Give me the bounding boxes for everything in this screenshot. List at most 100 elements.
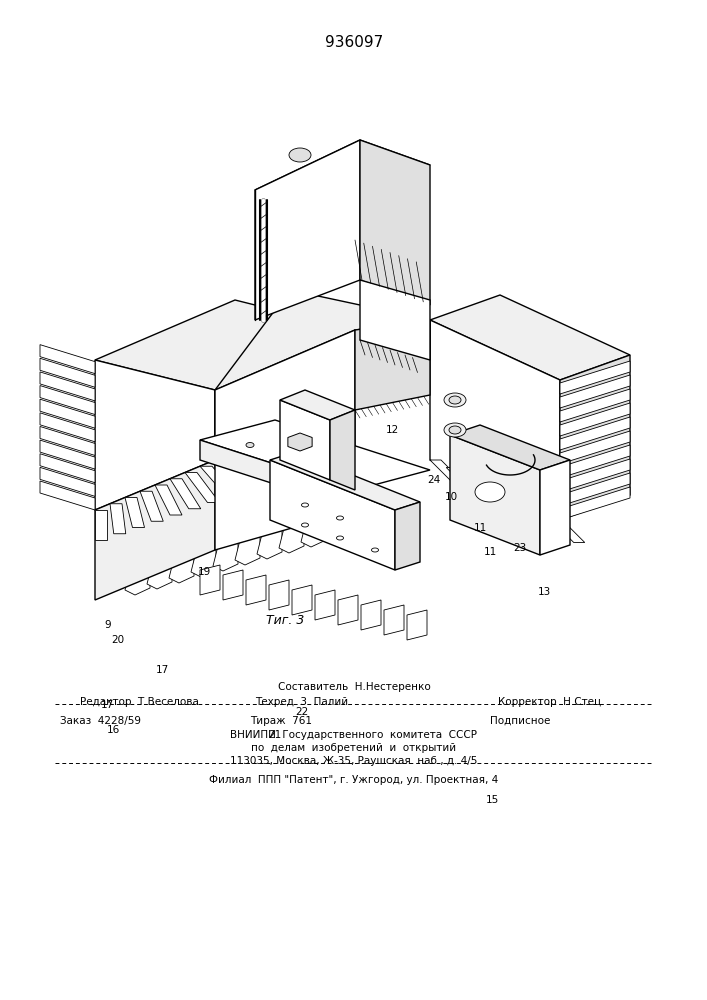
Ellipse shape — [276, 473, 284, 478]
Polygon shape — [40, 426, 95, 455]
Polygon shape — [215, 330, 355, 460]
Polygon shape — [255, 140, 430, 215]
Polygon shape — [235, 530, 260, 565]
Text: Корректор  Н.Стец: Корректор Н.Стец — [498, 697, 601, 707]
Polygon shape — [560, 445, 630, 478]
Polygon shape — [200, 466, 238, 496]
Text: 22: 22 — [296, 707, 309, 717]
Polygon shape — [560, 487, 630, 520]
Ellipse shape — [301, 503, 308, 507]
Text: 16: 16 — [106, 725, 119, 735]
Polygon shape — [560, 417, 630, 450]
Text: 24: 24 — [427, 475, 440, 485]
Polygon shape — [95, 360, 215, 510]
Polygon shape — [323, 506, 348, 541]
Ellipse shape — [444, 393, 466, 407]
Polygon shape — [544, 512, 585, 542]
Polygon shape — [95, 510, 107, 540]
Polygon shape — [560, 361, 630, 394]
Text: 113035, Москва, Ж-35, Раушская  наб., д. 4/5: 113035, Москва, Ж-35, Раушская наб., д. … — [230, 756, 478, 766]
Polygon shape — [40, 386, 95, 415]
Ellipse shape — [449, 396, 461, 404]
Polygon shape — [430, 295, 630, 380]
Text: Тираж  761: Тираж 761 — [250, 716, 312, 726]
Polygon shape — [95, 300, 355, 390]
Text: Редактор  Т.Веселова: Редактор Т.Веселова — [80, 697, 199, 707]
Polygon shape — [213, 536, 238, 571]
Polygon shape — [560, 355, 630, 520]
Polygon shape — [395, 502, 420, 570]
Polygon shape — [200, 420, 430, 490]
Polygon shape — [430, 320, 560, 520]
Polygon shape — [170, 479, 201, 509]
Polygon shape — [384, 605, 404, 635]
Text: 936097: 936097 — [325, 35, 383, 50]
Polygon shape — [255, 140, 360, 320]
Ellipse shape — [289, 148, 311, 162]
Ellipse shape — [337, 516, 344, 520]
Polygon shape — [95, 460, 215, 600]
Polygon shape — [269, 580, 289, 610]
Polygon shape — [280, 400, 330, 480]
Text: 19: 19 — [197, 567, 211, 577]
Text: 11: 11 — [474, 523, 486, 533]
Text: Составитель  Н.Нестеренко: Составитель Н.Нестеренко — [278, 682, 431, 692]
Polygon shape — [270, 460, 395, 570]
Polygon shape — [560, 403, 630, 436]
Polygon shape — [215, 290, 430, 390]
Polygon shape — [360, 140, 430, 305]
Polygon shape — [257, 524, 282, 559]
Polygon shape — [40, 481, 95, 510]
Polygon shape — [330, 410, 355, 490]
Polygon shape — [40, 440, 95, 469]
Text: 9: 9 — [105, 620, 111, 630]
Polygon shape — [185, 473, 219, 502]
Polygon shape — [560, 473, 630, 506]
Polygon shape — [560, 375, 630, 408]
Polygon shape — [147, 554, 172, 589]
Ellipse shape — [246, 442, 254, 448]
Polygon shape — [355, 320, 430, 410]
Text: по  делам  изобретений  и  открытий: по делам изобретений и открытий — [252, 743, 457, 753]
Polygon shape — [215, 330, 355, 460]
Ellipse shape — [475, 482, 505, 502]
Polygon shape — [495, 490, 536, 520]
Polygon shape — [140, 491, 163, 521]
Text: 10: 10 — [445, 492, 457, 502]
Polygon shape — [223, 570, 243, 600]
Polygon shape — [430, 460, 471, 490]
Polygon shape — [288, 433, 312, 451]
Polygon shape — [527, 505, 568, 535]
Text: 20: 20 — [112, 635, 124, 645]
Polygon shape — [407, 610, 427, 640]
Polygon shape — [200, 565, 220, 595]
Polygon shape — [110, 504, 126, 534]
Polygon shape — [200, 440, 355, 510]
Polygon shape — [125, 560, 150, 595]
Text: 15: 15 — [486, 795, 498, 805]
Polygon shape — [40, 413, 95, 442]
Text: Τиг. 3: Τиг. 3 — [266, 613, 304, 626]
Polygon shape — [40, 467, 95, 496]
Ellipse shape — [444, 423, 466, 437]
Text: ВНИИПИ  Государственного  комитета  СССР: ВНИИПИ Государственного комитета СССР — [230, 730, 477, 740]
Polygon shape — [215, 410, 355, 550]
Polygon shape — [40, 372, 95, 401]
Text: 21: 21 — [269, 730, 281, 740]
Polygon shape — [315, 590, 335, 620]
Polygon shape — [338, 595, 358, 625]
Polygon shape — [155, 485, 182, 515]
Text: Заказ  4228/59: Заказ 4228/59 — [60, 716, 141, 726]
Ellipse shape — [371, 548, 378, 552]
Polygon shape — [446, 468, 487, 497]
Polygon shape — [540, 460, 570, 555]
Text: Подписное: Подписное — [490, 716, 550, 726]
Polygon shape — [361, 600, 381, 630]
Polygon shape — [125, 497, 144, 528]
Ellipse shape — [301, 523, 308, 527]
Text: Филиал  ППП "Патент", г. Ужгород, ул. Проектная, 4: Филиал ППП "Патент", г. Ужгород, ул. Про… — [209, 775, 498, 785]
Text: 12: 12 — [385, 425, 399, 435]
Polygon shape — [280, 390, 355, 420]
Polygon shape — [511, 497, 552, 528]
Polygon shape — [360, 280, 430, 360]
